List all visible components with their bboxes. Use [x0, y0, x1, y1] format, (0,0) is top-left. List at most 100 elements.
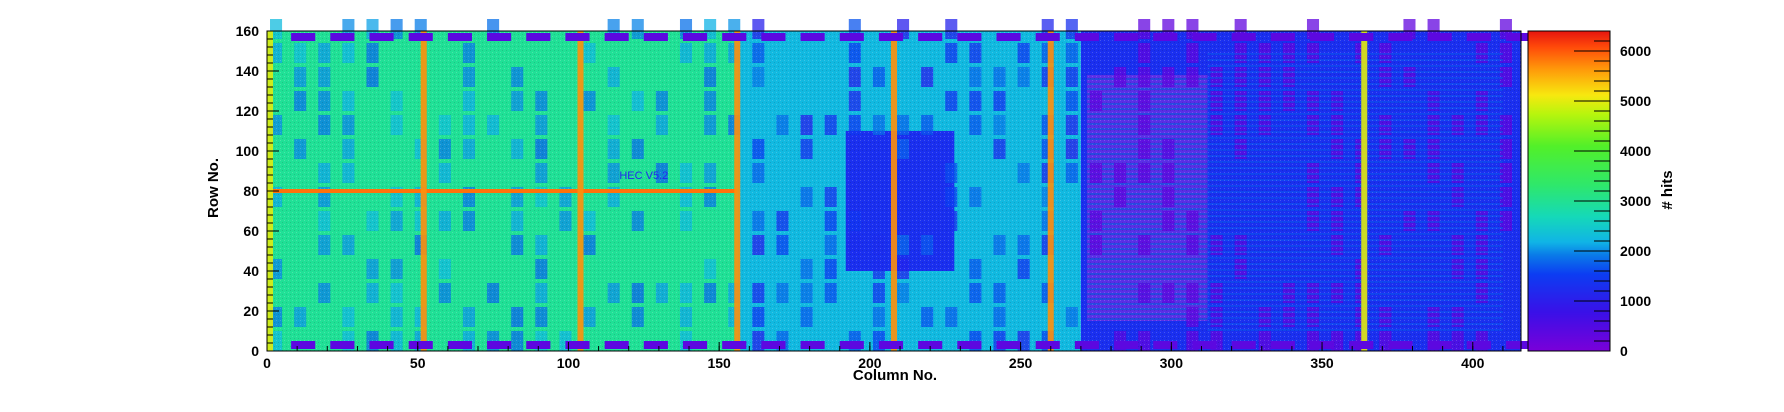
heatmap-pad: [839, 341, 864, 349]
heatmap-pad: [330, 341, 355, 349]
heatmap-pad: [447, 341, 472, 349]
y-tick-label: 100: [236, 143, 260, 159]
heatmap-pad: [1388, 33, 1413, 41]
x-tick-label: 250: [1009, 355, 1033, 371]
heatmap-pad: [1505, 341, 1531, 349]
heatmap-pad: [369, 33, 394, 41]
heatmap-pad: [1427, 341, 1452, 349]
color-scale-axis: 0 1000 2000 3000 4000 5000 6000: [1574, 30, 1651, 359]
hitmap-image: HEC V5.2: [267, 19, 1531, 351]
heatmap-pad: [1466, 341, 1491, 349]
heatmap-pad: [604, 33, 629, 41]
heatmap-pad: [1466, 33, 1491, 41]
heatmap-pad: [878, 33, 904, 41]
x-tick-label: 200: [858, 355, 882, 371]
x-tick-label: 300: [1160, 355, 1184, 371]
heatmap-pad: [878, 341, 904, 349]
y-tick-label: 60: [243, 223, 259, 239]
heatmap-pad: [1153, 33, 1178, 41]
heatmap-pad: [369, 341, 394, 349]
z-tick-label: 6000: [1620, 43, 1651, 59]
heatmap-pad: [722, 341, 747, 349]
heatmap-pad: [1114, 33, 1139, 41]
heatmap-pad: [1114, 341, 1139, 349]
z-tick-label: 3000: [1620, 193, 1651, 209]
heatmap-pad: [996, 341, 1021, 349]
x-axis-title: Column No.: [853, 367, 937, 384]
y-tick-label: 20: [243, 303, 259, 319]
heatmap-pad: [1074, 33, 1099, 41]
heatmap-pad: [565, 341, 590, 349]
heatmap-pad: [565, 33, 590, 41]
y-tick-label: 0: [251, 343, 259, 359]
heatmap-pad: [918, 341, 943, 349]
y-axis-title: Row No.: [205, 158, 222, 218]
y-tick-label: 160: [236, 23, 260, 39]
heatmap-pad: [1192, 33, 1217, 41]
y-tick-label: 40: [243, 263, 259, 279]
heatmap-pad: [722, 33, 747, 41]
heatmap-pad: [1349, 341, 1374, 349]
x-axis: 0 50 100 150 200 250 300 350 400: [263, 342, 1504, 371]
heatmap-pad: [682, 341, 708, 349]
heatmap-pad: [1231, 33, 1256, 41]
heatmap-pad: [800, 33, 825, 41]
heatmap-pad: [526, 33, 551, 41]
x-tick-label: 100: [557, 355, 581, 371]
heatmap-pad: [487, 341, 512, 349]
hot-column: [734, 31, 741, 351]
hot-column: [1361, 31, 1368, 351]
z-tick-label: 0: [1620, 343, 1628, 359]
heatmap-pad: [643, 33, 668, 41]
heatmap-pad: [761, 33, 786, 41]
heatmap-pad: [682, 33, 708, 41]
z-tick-label: 2000: [1620, 243, 1651, 259]
heatmap-pad: [957, 33, 982, 41]
hot-column: [1047, 31, 1054, 351]
heatmap-pad: [839, 33, 864, 41]
heatmap-pad: [1349, 33, 1374, 41]
y-tick-label: 120: [236, 103, 260, 119]
heatmap-pad: [761, 341, 786, 349]
z-tick-label: 5000: [1620, 93, 1651, 109]
hot-column: [420, 31, 427, 351]
y-tick-label: 140: [236, 63, 260, 79]
heatmap-pad: [408, 33, 433, 41]
heatmap-pad: [1270, 33, 1295, 41]
heatmap-pad: [330, 33, 355, 41]
x-tick-label: 350: [1310, 355, 1334, 371]
x-tick-label: 400: [1461, 355, 1485, 371]
heatmap-pad: [1231, 341, 1256, 349]
heatmap-pad: [1427, 33, 1452, 41]
heatmap-pad: [918, 33, 943, 41]
heatmap-pad: [487, 33, 512, 41]
heatmap-pad: [1074, 341, 1099, 349]
heatmap-pad: [408, 341, 433, 349]
heatmap-pad: [604, 341, 629, 349]
heatmap-pad: [996, 33, 1021, 41]
heatmap-pad: [291, 341, 316, 349]
heatmap-pad: [291, 33, 316, 41]
z-tick-label: 4000: [1620, 143, 1651, 159]
heatmap-pad: [1153, 341, 1178, 349]
heatmap-pad: [800, 341, 825, 349]
heatmap-pad: [526, 341, 551, 349]
y-tick-label: 80: [243, 183, 259, 199]
x-tick-label: 0: [263, 355, 271, 371]
z-tick-label: 1000: [1620, 293, 1651, 309]
heatmap-pad: [1270, 341, 1295, 349]
hot-row: [267, 189, 738, 193]
heatmap-pad: [1035, 341, 1060, 349]
heatmap-pad: [1388, 341, 1413, 349]
x-tick-label: 150: [707, 355, 731, 371]
heatmap-pad: [1192, 341, 1217, 349]
heatmap-pad: [1035, 33, 1060, 41]
heatmap-pad: [447, 33, 472, 41]
hot-column: [890, 31, 898, 351]
color-scale-title: # hits: [1659, 170, 1676, 209]
heatmap-pad: [643, 341, 668, 349]
heatmap-pad: [1505, 33, 1531, 41]
y-axis: 0 20 40 60 80 100 120 140 160: [236, 23, 279, 359]
hot-column: [577, 31, 584, 351]
heatmap-annotation: HEC V5.2: [619, 170, 668, 182]
